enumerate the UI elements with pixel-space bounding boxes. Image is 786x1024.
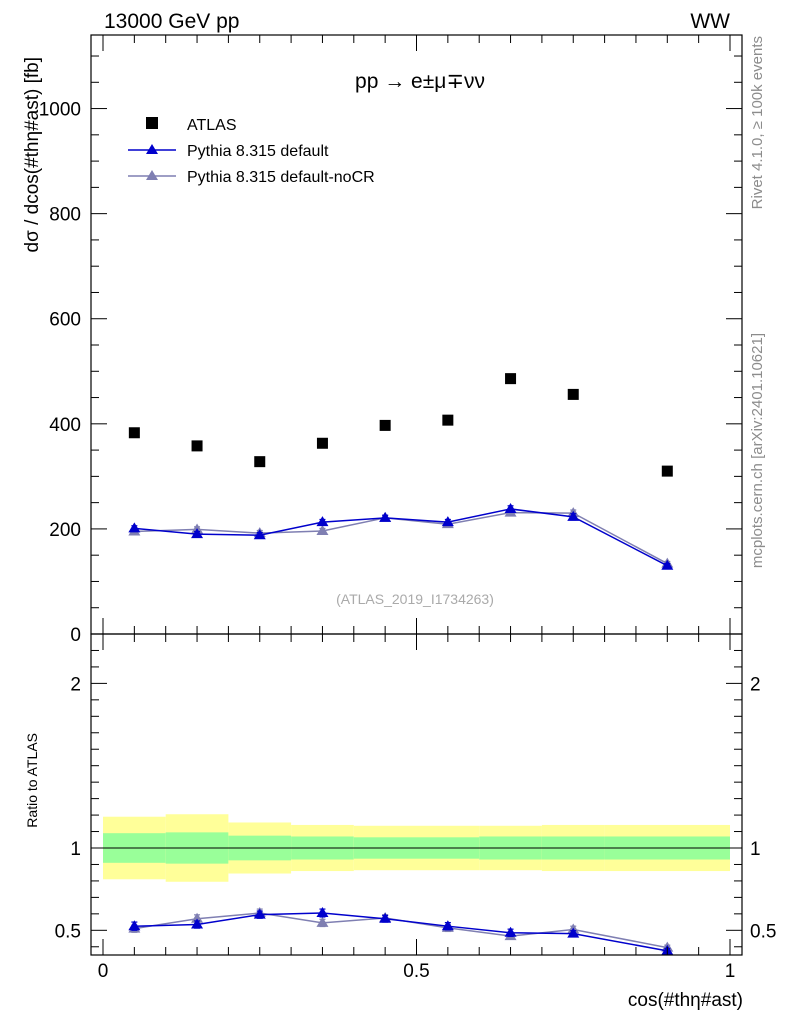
ratio-point-pythia-default — [504, 926, 517, 937]
rivet-version-label: Rivet 4.1.0, ≥ 100k events — [749, 36, 766, 209]
point-atlas — [567, 388, 579, 400]
ratio-point-pythia-default — [253, 908, 266, 919]
ratio-point-pythia-default — [567, 927, 580, 938]
ratio-point-pythia-default — [191, 918, 204, 929]
legend: ATLAS Pythia 8.315 default Pythia 8.315 … — [128, 117, 375, 186]
legend-label-pythia-default: Pythia 8.315 default — [187, 143, 329, 160]
point-atlas — [379, 419, 391, 431]
ratio-bands — [103, 814, 730, 882]
ratio-point-pythia-default — [441, 920, 454, 931]
process-tag: WW — [690, 10, 730, 33]
energy-label: 13000 GeV pp — [104, 10, 239, 33]
main-y-tick-label: 400 — [49, 415, 81, 436]
x-tick-label: 0 — [98, 961, 109, 982]
point-pythia-default — [253, 529, 266, 540]
point-pythia-default — [191, 528, 204, 539]
ratio-point-pythia-default — [379, 912, 392, 923]
ratio-y-axis-title: Ratio to ATLAS — [24, 733, 40, 828]
ratio-point-pythia-default — [128, 920, 141, 931]
main-y-tick-label: 600 — [49, 310, 81, 331]
point-atlas — [128, 427, 140, 439]
point-atlas — [316, 437, 328, 449]
source-label: mcplots.cern.ch [arXiv:2401.10621] — [749, 333, 766, 568]
point-pythia-default — [504, 502, 517, 513]
point-atlas — [661, 465, 673, 477]
ratio-point-pythia-default — [316, 907, 329, 918]
ratio-y-tick-label-right: 2 — [750, 674, 761, 695]
main-axes: 0 200 400 600 800 1000 — [39, 35, 742, 646]
ratio-line-pythia-nocr — [134, 912, 668, 949]
point-atlas — [191, 440, 203, 452]
line-pythia-default — [134, 508, 668, 567]
ratio-y-tick-label: 1 — [70, 839, 81, 860]
main-y-tick-label: 0 — [70, 625, 81, 646]
point-pythia-default — [661, 559, 674, 570]
main-plot-content — [128, 373, 674, 570]
point-pythia-nocr — [316, 525, 329, 536]
point-pythia-default — [441, 516, 454, 527]
ratio-y-tick-label-right: 1 — [750, 839, 761, 860]
legend-label-atlas: ATLAS — [187, 117, 237, 134]
main-y-axis-title: dσ / dcos(#thη#ast) [fb] — [22, 57, 43, 253]
analysis-label: (ATLAS_2019_I1734263) — [336, 591, 494, 607]
ratio-axes: 0.5 0.5 1 1 2 2 0 0.5 1 — [55, 634, 776, 982]
line-pythia-nocr — [134, 511, 668, 565]
chart-title: pp → e±μ∓νν — [355, 70, 485, 93]
legend-marker-atlas — [146, 117, 158, 129]
x-axis-title: cos(#thη#ast) — [628, 990, 743, 1011]
point-atlas — [254, 456, 266, 468]
main-y-tick-label: 800 — [49, 205, 81, 226]
ratio-plot-frame — [90, 633, 743, 956]
point-atlas — [505, 373, 517, 385]
ratio-point-pythia-nocr — [316, 916, 329, 927]
x-tick-label: 0.5 — [403, 961, 429, 982]
main-y-tick-label: 1000 — [39, 100, 81, 121]
x-tick-label: 1 — [725, 961, 736, 982]
point-pythia-default — [128, 522, 141, 533]
ratio-y-tick-label: 2 — [70, 674, 81, 695]
main-y-tick-label: 200 — [49, 520, 81, 541]
ratio-point-pythia-nocr — [191, 912, 204, 923]
point-atlas — [442, 414, 454, 426]
point-pythia-default — [567, 510, 580, 521]
ratio-y-tick-label: 0.5 — [55, 921, 81, 942]
legend-marker-pythia-nocr — [146, 170, 158, 180]
point-pythia-default — [379, 511, 392, 522]
point-pythia-default — [316, 516, 329, 527]
legend-label-pythia-nocr: Pythia 8.315 default-noCR — [187, 169, 375, 186]
ratio-plot-content — [128, 907, 674, 955]
ratio-y-tick-label-right: 0.5 — [750, 921, 776, 942]
legend-marker-pythia-default — [146, 144, 158, 154]
